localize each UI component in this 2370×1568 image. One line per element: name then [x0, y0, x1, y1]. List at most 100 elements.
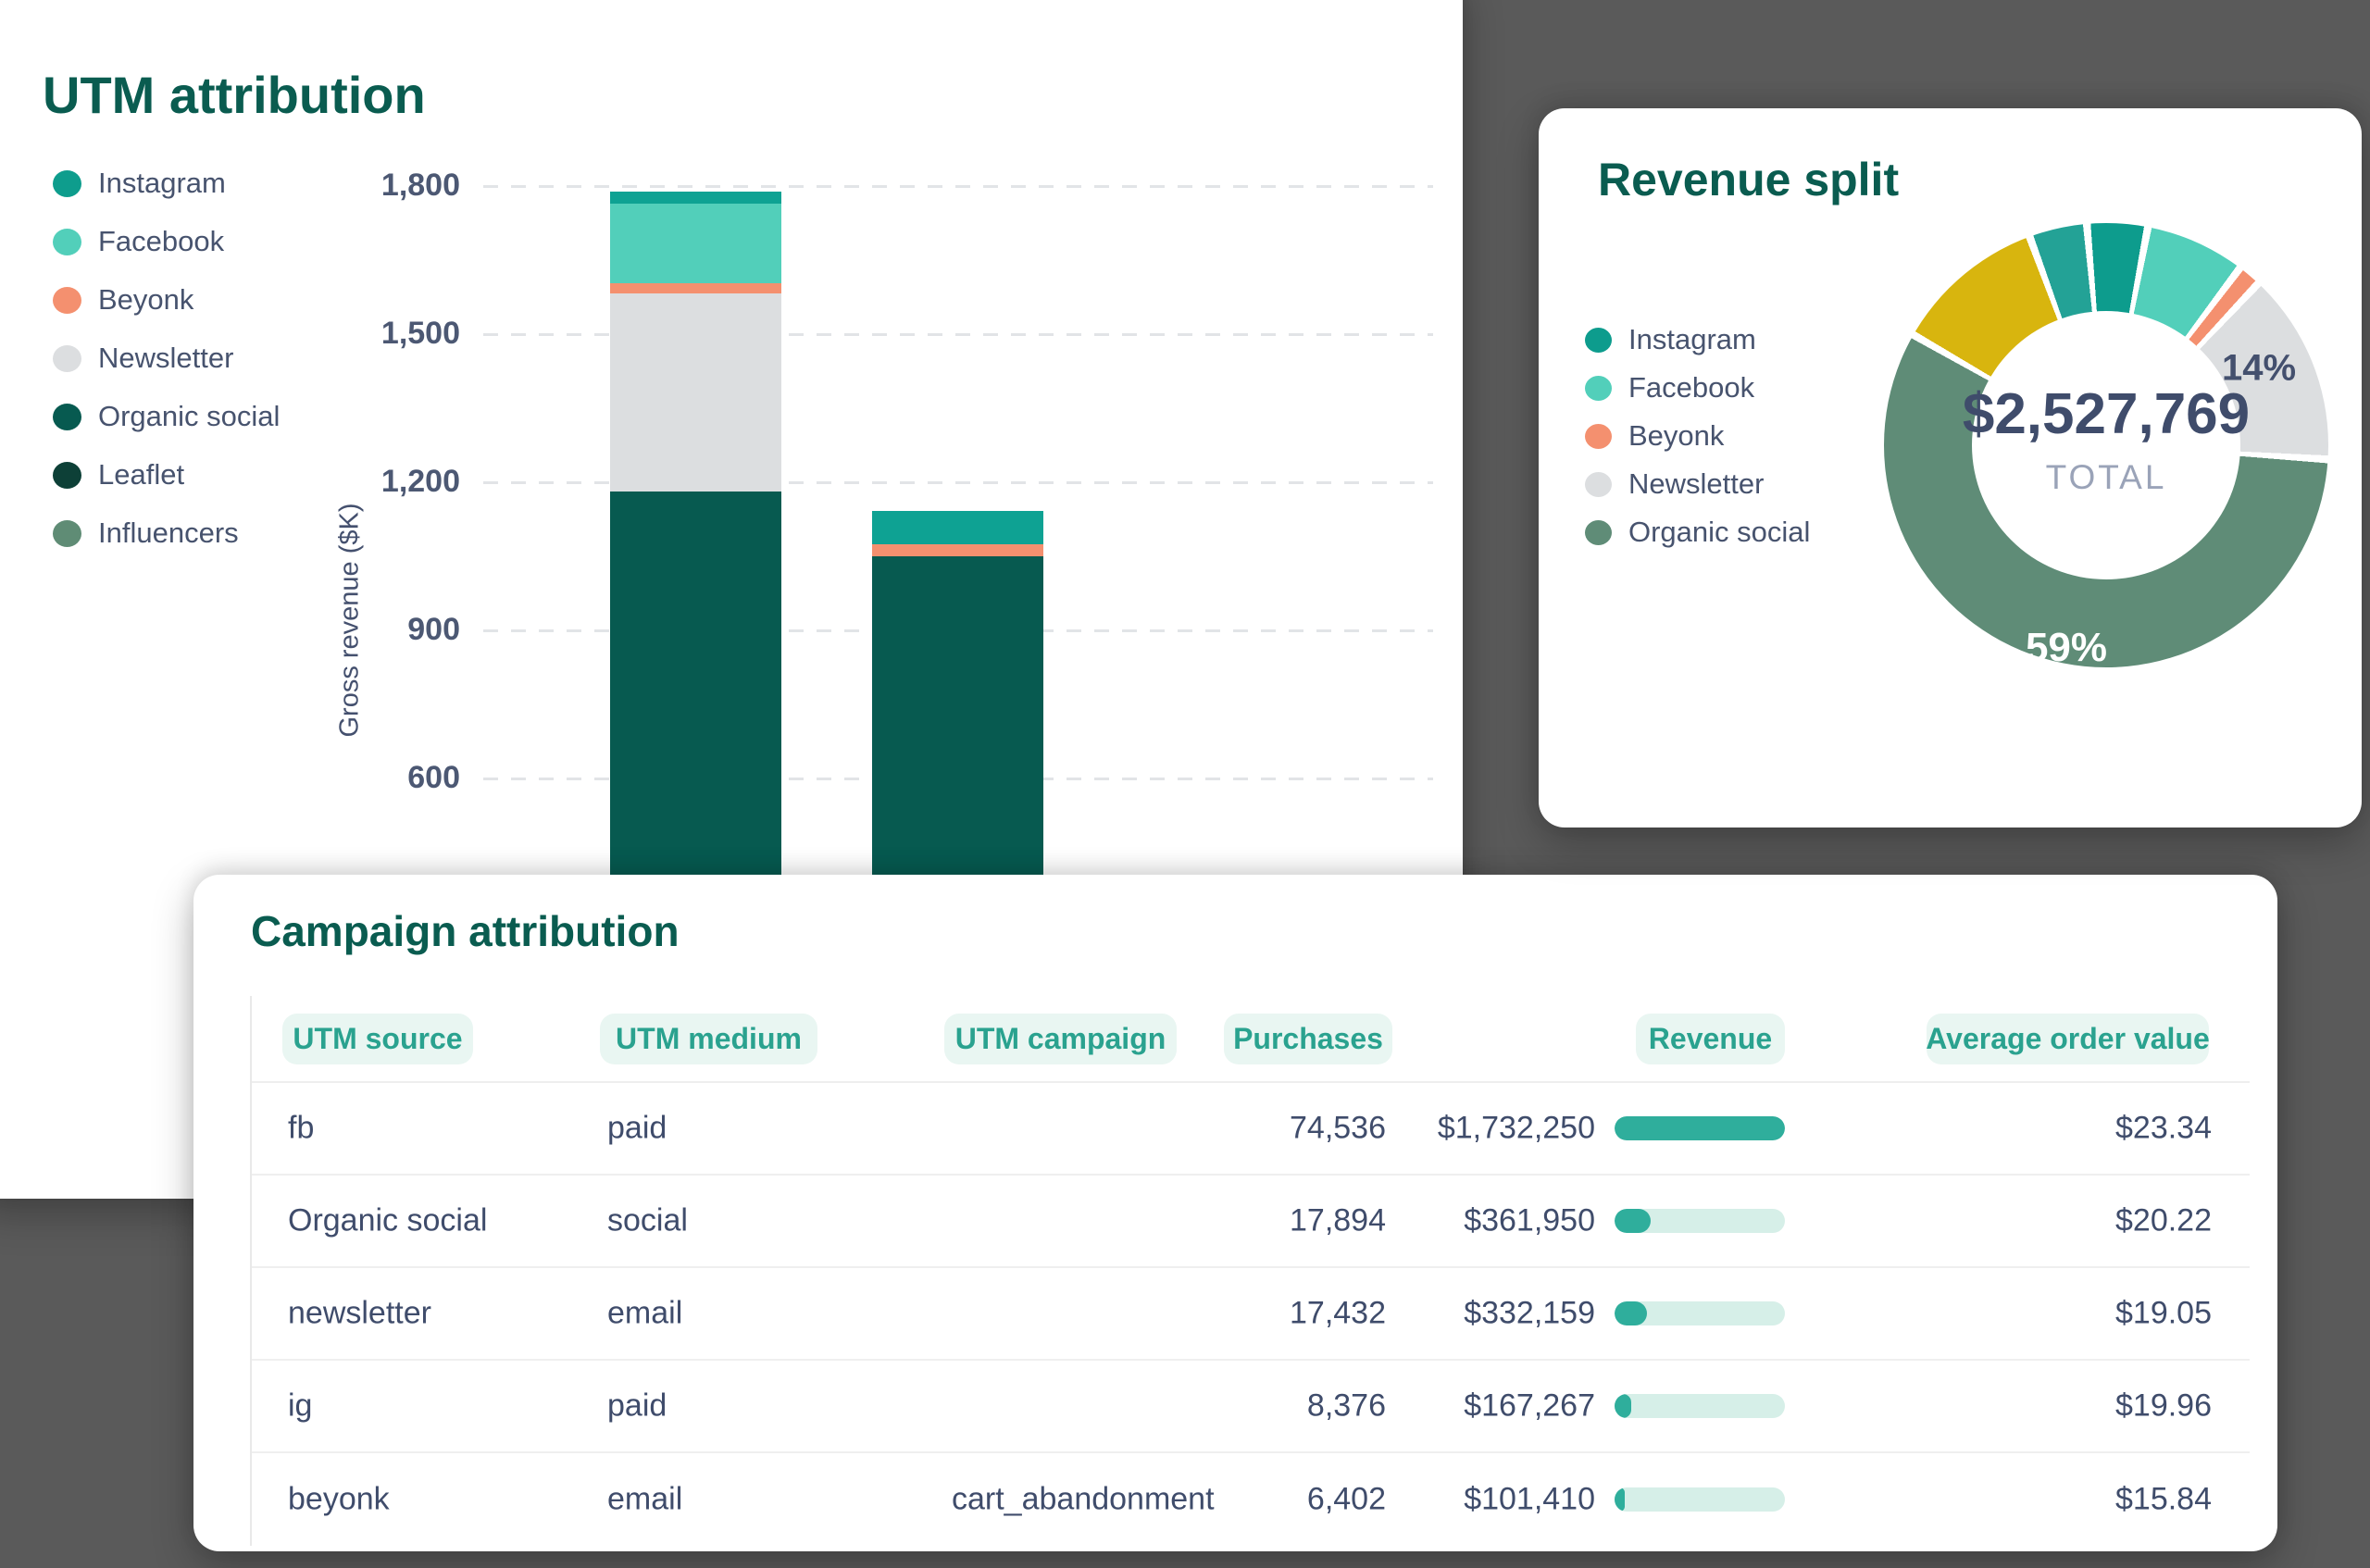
revenue-bar-track [1615, 1116, 1785, 1140]
table-row: fb paid 74,536 $1,732,250 $23.34 [252, 1083, 2250, 1176]
gridline [483, 185, 1433, 188]
legend-label: Facebook [1628, 371, 1755, 404]
cell-utm-source: Organic social [288, 1202, 488, 1238]
cell-utm-medium: email [607, 1481, 683, 1517]
legend-label: Beyonk [1628, 419, 1725, 452]
legend-item[interactable]: Influencers [53, 516, 280, 550]
legend-item[interactable]: Organic social [1585, 516, 1810, 549]
utm-chart-legend: Instagram Facebook Beyonk Newsletter Org… [53, 167, 280, 550]
column-header-revenue: Revenue [1636, 1014, 1785, 1064]
revenue-bar-fill [1615, 1116, 1785, 1140]
cell-utm-campaign: cart_abandonment [952, 1481, 1215, 1517]
column-header-average-order-value: Average order value [1926, 1014, 2210, 1064]
legend-label: Influencers [98, 516, 239, 549]
gridline [483, 333, 1433, 336]
legend-item[interactable]: Facebook [1585, 371, 1810, 404]
table-header-row: UTM source UTM medium UTM campaign Purch… [252, 996, 2250, 1083]
bar-segment-facebook [610, 204, 781, 283]
y-axis-tick: 1,800 [380, 168, 460, 203]
column-header-purchases: Purchases [1224, 1014, 1392, 1064]
gridline [483, 481, 1433, 484]
revenue-donut-chart [1884, 223, 2328, 667]
cell-utm-medium: paid [607, 1388, 667, 1424]
legend-color-dot [1585, 519, 1612, 545]
cell-utm-medium: social [607, 1202, 688, 1238]
bar-segment-beyonk [872, 543, 1043, 557]
revenue-bar-fill [1615, 1209, 1651, 1233]
legend-item[interactable]: Newsletter [1585, 467, 1810, 501]
legend-item[interactable]: Newsletter [53, 342, 280, 375]
utm-attribution-title: UTM attribution [43, 66, 426, 124]
cell-utm-source: ig [288, 1388, 313, 1424]
legend-label: Newsletter [1628, 467, 1765, 500]
legend-item[interactable]: Organic social [53, 400, 280, 433]
campaign-table: UTM source UTM medium UTM campaign Purch… [250, 996, 2250, 1546]
revenue-bar-fill [1615, 1487, 1626, 1512]
donut-label-newsletter-pct: 14% [2221, 347, 2297, 389]
cell-utm-source: beyonk [288, 1481, 390, 1517]
legend-color-dot [1585, 471, 1612, 497]
legend-item[interactable]: Instagram [53, 167, 280, 200]
legend-color-dot [1585, 423, 1612, 449]
revenue-bar-track [1615, 1394, 1785, 1418]
cell-purchases: 17,432 [1290, 1295, 1386, 1331]
donut-total-label: TOTAL [2045, 457, 2167, 496]
revenue-bar-fill [1615, 1301, 1647, 1325]
legend-color-dot [1585, 375, 1612, 401]
legend-color-dot [53, 519, 81, 547]
cell-purchases: 17,894 [1290, 1202, 1386, 1238]
y-axis-tick: 600 [407, 760, 460, 795]
cell-utm-medium: email [607, 1295, 683, 1331]
cell-average-order-value: $19.05 [2115, 1295, 2212, 1331]
legend-item[interactable]: Facebook [53, 225, 280, 258]
column-header-utm-medium: UTM medium [600, 1014, 817, 1064]
legend-label: Beyonk [98, 283, 194, 316]
legend-item[interactable]: Beyonk [53, 283, 280, 317]
legend-label: Organic social [1628, 516, 1811, 548]
legend-label: Organic social [98, 400, 281, 432]
bar-segment-newsletter [610, 293, 781, 492]
legend-label: Facebook [98, 225, 225, 257]
legend-color-dot [53, 403, 81, 430]
y-axis-tick: 900 [407, 612, 460, 647]
revenue-split-card: Revenue split Instagram Facebook Beyonk … [1539, 108, 2362, 828]
cell-purchases: 74,536 [1290, 1110, 1386, 1146]
legend-color-dot [53, 461, 81, 489]
bar-segment-instagram [610, 191, 781, 205]
table-row: beyonk email cart_abandonment 6,402 $101… [252, 1453, 2250, 1546]
cell-utm-source: fb [288, 1110, 315, 1146]
cell-purchases: 6,402 [1306, 1481, 1386, 1517]
legend-item[interactable]: Instagram [1585, 323, 1810, 356]
legend-item[interactable]: Leaflet [53, 458, 280, 492]
legend-color-dot [1585, 327, 1612, 353]
y-axis-tick: 1,500 [380, 316, 460, 351]
legend-item[interactable]: Beyonk [1585, 419, 1810, 453]
cell-revenue: $361,950 [1464, 1202, 1595, 1238]
cell-revenue: $101,410 [1464, 1481, 1595, 1517]
revenue-bar-track [1615, 1487, 1785, 1512]
y-axis-tick: 1,200 [380, 464, 460, 499]
legend-label: Newsletter [98, 342, 234, 374]
cell-revenue: $167,267 [1464, 1388, 1595, 1424]
column-header-utm-source: UTM source [282, 1014, 473, 1064]
campaign-attribution-title: Campaign attribution [251, 907, 680, 955]
legend-label: Instagram [1628, 323, 1756, 355]
cell-revenue: $332,159 [1464, 1295, 1595, 1331]
cell-average-order-value: $20.22 [2115, 1202, 2212, 1238]
legend-color-dot [53, 286, 81, 314]
cell-average-order-value: $23.34 [2115, 1110, 2212, 1146]
cell-purchases: 8,376 [1306, 1388, 1386, 1424]
cell-revenue: $1,732,250 [1437, 1110, 1595, 1146]
table-row: newsletter email 17,432 $332,159 $19.05 [252, 1268, 2250, 1361]
legend-color-dot [53, 228, 81, 255]
legend-label: Leaflet [98, 458, 185, 491]
cell-utm-medium: paid [607, 1110, 667, 1146]
campaign-attribution-card: Campaign attribution UTM source UTM medi… [193, 875, 2277, 1551]
revenue-bar-track [1615, 1209, 1785, 1233]
legend-label: Instagram [98, 167, 226, 199]
bar-segment-beyonk [610, 282, 781, 294]
table-row: Organic social social 17,894 $361,950 $2… [252, 1176, 2250, 1268]
column-header-utm-campaign: UTM campaign [944, 1014, 1177, 1064]
donut-total-value: $2,527,769 [1962, 381, 2251, 446]
table-body: fb paid 74,536 $1,732,250 $23.34 Organic… [252, 1083, 2250, 1546]
